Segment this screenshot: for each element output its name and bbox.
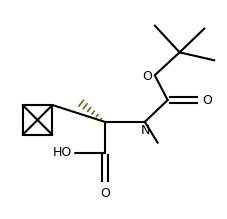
Text: O: O	[202, 94, 211, 107]
Text: O: O	[100, 187, 109, 200]
Text: HO: HO	[53, 146, 72, 159]
Text: O: O	[141, 70, 151, 83]
Text: N: N	[141, 124, 150, 137]
